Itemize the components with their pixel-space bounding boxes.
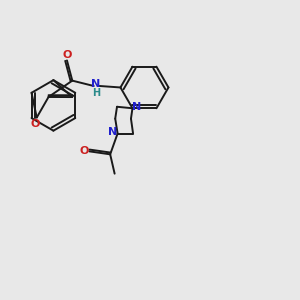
Text: N: N: [108, 127, 118, 137]
Text: O: O: [31, 119, 40, 129]
Text: N: N: [132, 102, 141, 112]
Text: H: H: [92, 88, 100, 98]
Text: O: O: [62, 50, 72, 60]
Text: N: N: [92, 79, 101, 88]
Text: O: O: [79, 146, 89, 156]
